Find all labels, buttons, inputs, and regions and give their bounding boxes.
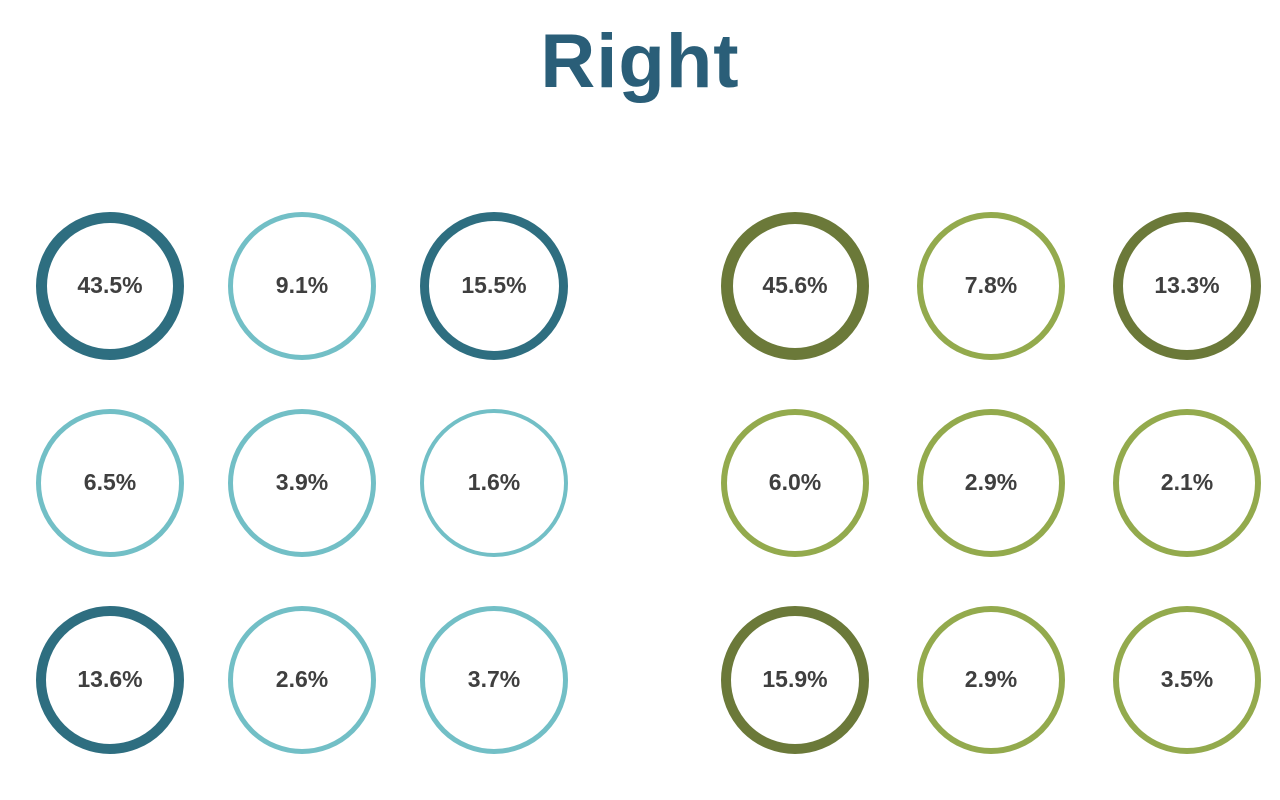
- grid-cell: 2.1%: [1089, 384, 1280, 581]
- percent-label: 3.7%: [467, 666, 521, 692]
- percent-label: 3.9%: [275, 469, 329, 495]
- grid-cell: 15.9%: [697, 581, 893, 778]
- percent-circle: 15.5%: [420, 211, 568, 360]
- percent-label: 43.5%: [77, 272, 143, 298]
- grid-cell: 2.9%: [893, 384, 1089, 581]
- left-teal-grid: 43.5% 9.1% 15.5% 6.5% 3.9% 1.6% 13.6% 2.6% 3.7%: [14, 187, 590, 778]
- grid-cell: 3.7%: [398, 581, 590, 778]
- grid-cell: 2.6%: [206, 581, 398, 778]
- percent-label: 13.3%: [1154, 272, 1220, 298]
- grid-cell: 9.1%: [206, 187, 398, 384]
- percent-label: 15.5%: [461, 272, 527, 298]
- percent-circle: 2.9%: [917, 408, 1065, 557]
- grid-cell: 3.5%: [1089, 581, 1280, 778]
- percent-circle: 13.3%: [1113, 211, 1261, 360]
- percent-label: 6.5%: [83, 469, 137, 495]
- percent-label: 2.6%: [275, 666, 329, 692]
- grid-cell: 43.5%: [14, 187, 206, 384]
- percent-circle: 9.1%: [228, 211, 376, 360]
- grid-cell: 2.9%: [893, 581, 1089, 778]
- page-title: Right: [540, 19, 740, 104]
- grid-cell: 1.6%: [398, 384, 590, 581]
- percent-circle: 6.5%: [36, 408, 184, 557]
- percent-label: 2.9%: [964, 666, 1018, 692]
- percent-label: 6.0%: [768, 469, 822, 495]
- percent-circle: 7.8%: [917, 211, 1065, 360]
- grid-cell: 45.6%: [697, 187, 893, 384]
- percent-label: 7.8%: [964, 272, 1018, 298]
- grid-cell: 15.5%: [398, 187, 590, 384]
- percent-circle: 13.6%: [36, 605, 184, 754]
- percent-label: 45.6%: [762, 272, 828, 298]
- grid-cell: 13.6%: [14, 581, 206, 778]
- percent-circle: 3.5%: [1113, 605, 1261, 754]
- percent-circle: 2.6%: [228, 605, 376, 754]
- percent-label: 3.5%: [1160, 666, 1214, 692]
- grid-cell: 3.9%: [206, 384, 398, 581]
- percent-circle: 6.0%: [721, 408, 869, 557]
- percent-label: 9.1%: [275, 272, 329, 298]
- percent-label: 2.1%: [1160, 469, 1214, 495]
- percent-circle: 2.9%: [917, 605, 1065, 754]
- percent-label: 15.9%: [762, 666, 828, 692]
- percent-circle: 45.6%: [721, 211, 869, 360]
- percent-circle: 15.9%: [721, 605, 869, 754]
- percent-circle: 3.7%: [420, 605, 568, 754]
- percent-circle: 1.6%: [420, 408, 568, 557]
- grid-cell: 6.5%: [14, 384, 206, 581]
- grid-cell: 7.8%: [893, 187, 1089, 384]
- percent-circle: 43.5%: [36, 211, 184, 360]
- percent-label: 2.9%: [964, 469, 1018, 495]
- percent-circle: 2.1%: [1113, 408, 1261, 557]
- percent-circle: 3.9%: [228, 408, 376, 557]
- percent-label: 13.6%: [77, 666, 143, 692]
- grid-cell: 13.3%: [1089, 187, 1280, 384]
- right-olive-grid: 45.6% 7.8% 13.3% 6.0% 2.9% 2.1% 15.9% 2.9% 3.5%: [697, 187, 1280, 778]
- grid-cell: 6.0%: [697, 384, 893, 581]
- percent-label: 1.6%: [467, 469, 521, 495]
